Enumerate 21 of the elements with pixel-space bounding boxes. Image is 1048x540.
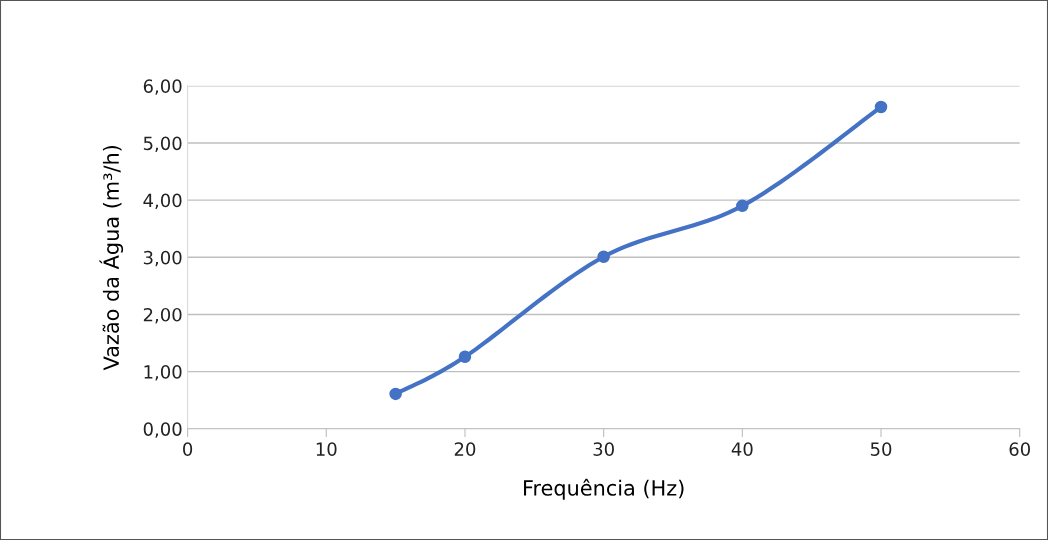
x-tick-label: 30 xyxy=(593,442,614,456)
point xyxy=(597,250,610,263)
x-tick-label: 50 xyxy=(870,442,892,456)
point xyxy=(874,100,888,114)
y-tick-label: 0,00 xyxy=(143,422,182,438)
point xyxy=(389,387,402,401)
point xyxy=(736,199,749,213)
point xyxy=(458,350,472,364)
x-tick-label: 60 xyxy=(1009,442,1030,456)
y-axis-title: Vazão da Água (m³/h) xyxy=(99,145,124,371)
x-tick-label: 20 xyxy=(454,442,476,456)
y-tick-label: 5,00 xyxy=(143,136,182,152)
x-tick-label: 10 xyxy=(316,442,337,456)
y-tick-label: 2,00 xyxy=(143,307,182,324)
y-tick-label: 4,00 xyxy=(143,193,182,210)
y-tick-label: 6,00 xyxy=(143,79,182,95)
y-tick-label: 1,00 xyxy=(144,365,182,381)
x-axis-title: Frequência (Hz) xyxy=(524,478,684,500)
x-tick-label: 0 xyxy=(183,442,193,456)
y-tick-label: 3,00 xyxy=(143,250,182,267)
x-tick-label: 40 xyxy=(731,442,753,456)
